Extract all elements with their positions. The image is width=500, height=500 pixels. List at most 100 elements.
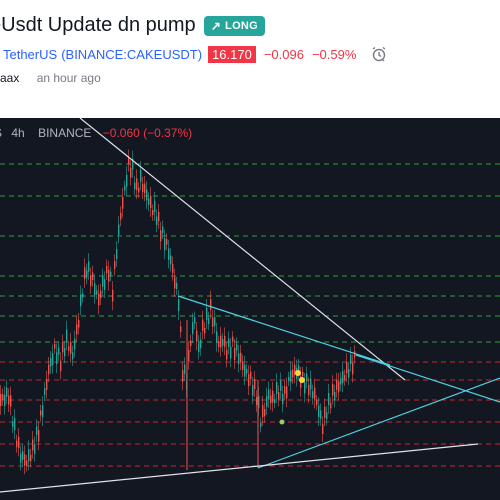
candle-body	[256, 397, 258, 405]
author-name[interactable]: raax	[0, 71, 20, 85]
candle-body	[290, 370, 292, 383]
candle-body	[32, 439, 34, 451]
candle-body	[108, 269, 110, 282]
symbol-row: / TetherUS (BINANCE:CAKEUSDT) 16.170 −0.…	[0, 45, 388, 63]
candle-body	[76, 324, 78, 335]
trend-line-cyan	[177, 295, 391, 366]
symbol-name-link[interactable]: / TetherUS	[0, 46, 58, 62]
candle-body	[160, 230, 162, 242]
candle-body	[168, 248, 170, 260]
candle-body	[176, 282, 178, 289]
candle-body	[308, 385, 310, 396]
candle-body	[266, 396, 268, 407]
candle-body	[190, 340, 192, 347]
candle-body	[208, 317, 210, 324]
candle-body	[60, 360, 62, 372]
marker-dot	[295, 370, 301, 376]
trend-line-cyan	[257, 377, 500, 469]
candle-body	[264, 409, 266, 417]
legend-change: −0.060 (−0.37%)	[102, 126, 193, 140]
candle-body	[122, 196, 124, 209]
candle-body	[204, 327, 206, 334]
candle-body	[52, 353, 54, 365]
author-row: raax an hour ago	[0, 71, 101, 85]
candle-body	[86, 270, 88, 278]
candle-body	[188, 349, 190, 362]
candle-body	[34, 444, 36, 454]
alarm-clock-icon[interactable]	[370, 45, 388, 63]
candle-body	[220, 335, 222, 348]
candle-body	[312, 391, 314, 399]
legend-exchange: BINANCE	[38, 126, 92, 140]
legend-timeframe[interactable]: 4h	[11, 126, 25, 140]
candle-body	[212, 317, 214, 327]
title-row: eUsdt Update dn pump ↗ LONG	[0, 14, 266, 37]
trend-line-white	[79, 118, 406, 381]
candle-body	[328, 393, 330, 405]
candle-body	[12, 421, 14, 428]
candle-body	[316, 400, 318, 405]
candle-body	[314, 387, 316, 400]
candle-body	[336, 380, 338, 390]
candle-body	[270, 395, 272, 404]
candle-body	[334, 391, 336, 401]
candle-body	[202, 319, 204, 331]
candle-body	[68, 346, 70, 351]
candle-body	[340, 378, 342, 385]
candle-body	[10, 395, 12, 407]
candle-body	[302, 371, 304, 377]
trend-up-icon: ↗	[210, 18, 222, 33]
chart-legend: S 4h BINANCE −0.060 (−0.37%)	[0, 126, 192, 140]
candle-body	[262, 405, 264, 418]
idea-header: eUsdt Update dn pump ↗ LONG / TetherUS (…	[0, 0, 500, 118]
candle-body	[240, 352, 242, 363]
candle-body	[148, 198, 150, 205]
idea-title: eUsdt Update dn pump	[0, 14, 196, 36]
candle-body	[120, 212, 122, 220]
candle-body	[56, 352, 58, 365]
candle-body	[66, 329, 68, 342]
candle-body	[182, 370, 184, 382]
candle-body	[350, 354, 352, 364]
candle-body	[94, 283, 96, 296]
candle-body	[224, 335, 226, 347]
candle-body	[294, 364, 296, 376]
candle-body	[304, 381, 306, 394]
candle-body	[50, 358, 52, 367]
candle-body	[106, 265, 108, 274]
candle-body	[54, 343, 56, 349]
candle-body	[26, 460, 28, 466]
candle-body	[30, 454, 32, 462]
candle-body	[92, 272, 94, 280]
candle-body	[216, 331, 218, 343]
symbol-code-link[interactable]: (BINANCE:CAKEUSDT)	[61, 46, 203, 62]
candle-body	[246, 368, 248, 374]
candle-body	[184, 364, 186, 374]
price-badge: 16.170	[208, 45, 256, 63]
candle-body	[282, 393, 284, 405]
candle-body	[206, 308, 208, 321]
candle-body	[166, 239, 168, 245]
candle-body	[318, 405, 320, 418]
candle-body	[326, 412, 328, 420]
posted-time: an hour ago	[36, 71, 101, 85]
candle-body	[16, 440, 18, 447]
candlestick-chart[interactable]	[0, 118, 500, 500]
candle-body	[132, 158, 134, 170]
candle-body	[348, 369, 350, 378]
candle-body	[114, 261, 116, 269]
candle-body	[98, 293, 100, 306]
candle-body	[174, 277, 176, 289]
candle-body	[180, 326, 182, 333]
candle-body	[310, 378, 312, 390]
badge-label: LONG	[225, 19, 259, 32]
marker-dot	[299, 377, 305, 383]
candle-body	[2, 394, 4, 401]
candle-body	[222, 339, 224, 346]
candle-body	[112, 289, 114, 302]
price-chart[interactable]: S 4h BINANCE −0.060 (−0.37%)	[0, 118, 500, 500]
candle-body	[154, 200, 156, 213]
candle-body	[248, 374, 250, 387]
candle-body	[156, 216, 158, 226]
candle-body	[38, 430, 40, 442]
